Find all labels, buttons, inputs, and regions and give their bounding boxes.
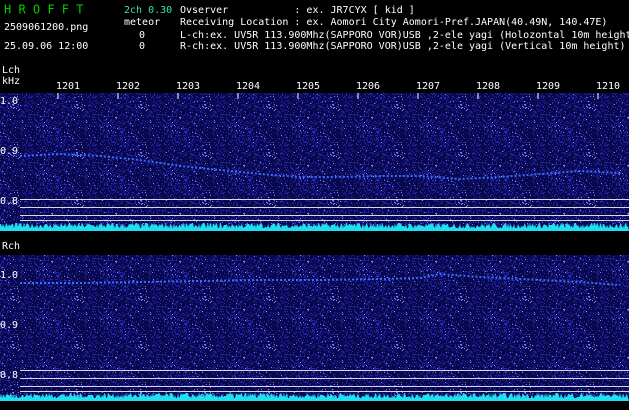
time-label: 1204 [236,81,260,92]
level-histogram [0,223,629,231]
y-tick-label: 1.0 [0,96,18,107]
rch-info: R-ch:ex. UV5R 113.900Mhz(SAPPORO VOR)USB… [180,41,626,52]
time-label: 1201 [56,81,80,92]
time-label: 1205 [296,81,320,92]
time-label: 1209 [536,81,560,92]
y-tick-label: 0.9 [0,320,18,331]
time-label: 1208 [476,81,500,92]
mode: 2ch 0.30 [124,5,172,16]
y-tick-label: 0.8 [0,370,18,381]
y-tick-label: 0.9 [0,146,18,157]
lch-label: Lch [2,65,20,76]
time-label: 1202 [116,81,140,92]
kind: meteor [124,17,160,28]
time-label: 1206 [356,81,380,92]
unit-label: kHz [2,76,20,87]
location: Receiving Location : ex. Aomori City Aom… [180,17,607,28]
datetime: 25.09.06 12:00 [4,41,88,52]
time-label: 1207 [416,81,440,92]
rch-label: Rch [2,241,20,252]
time-label: 1203 [176,81,200,92]
lch-spectrogram [0,93,629,231]
level-histogram [0,393,629,401]
rch-spectrogram [0,255,629,401]
app-title: H R O F F T [4,3,83,17]
y-tick-label: 1.0 [0,270,18,281]
file-name: 2509061200.png [4,22,88,33]
rch-signal [20,272,621,286]
count-r: 0 [139,41,145,52]
count-l: 0 [139,30,145,41]
lch-info: L-ch:ex. UV5R 113.900Mhz(SAPPORO VOR)USB… [180,30,629,41]
level-lines [20,199,629,392]
time-label: 1210 [596,81,620,92]
lch-signal [19,152,621,181]
observer: Ovserver : ex. JR7CYX [ kid ] [180,5,415,16]
y-tick-label: 0.8 [0,196,18,207]
